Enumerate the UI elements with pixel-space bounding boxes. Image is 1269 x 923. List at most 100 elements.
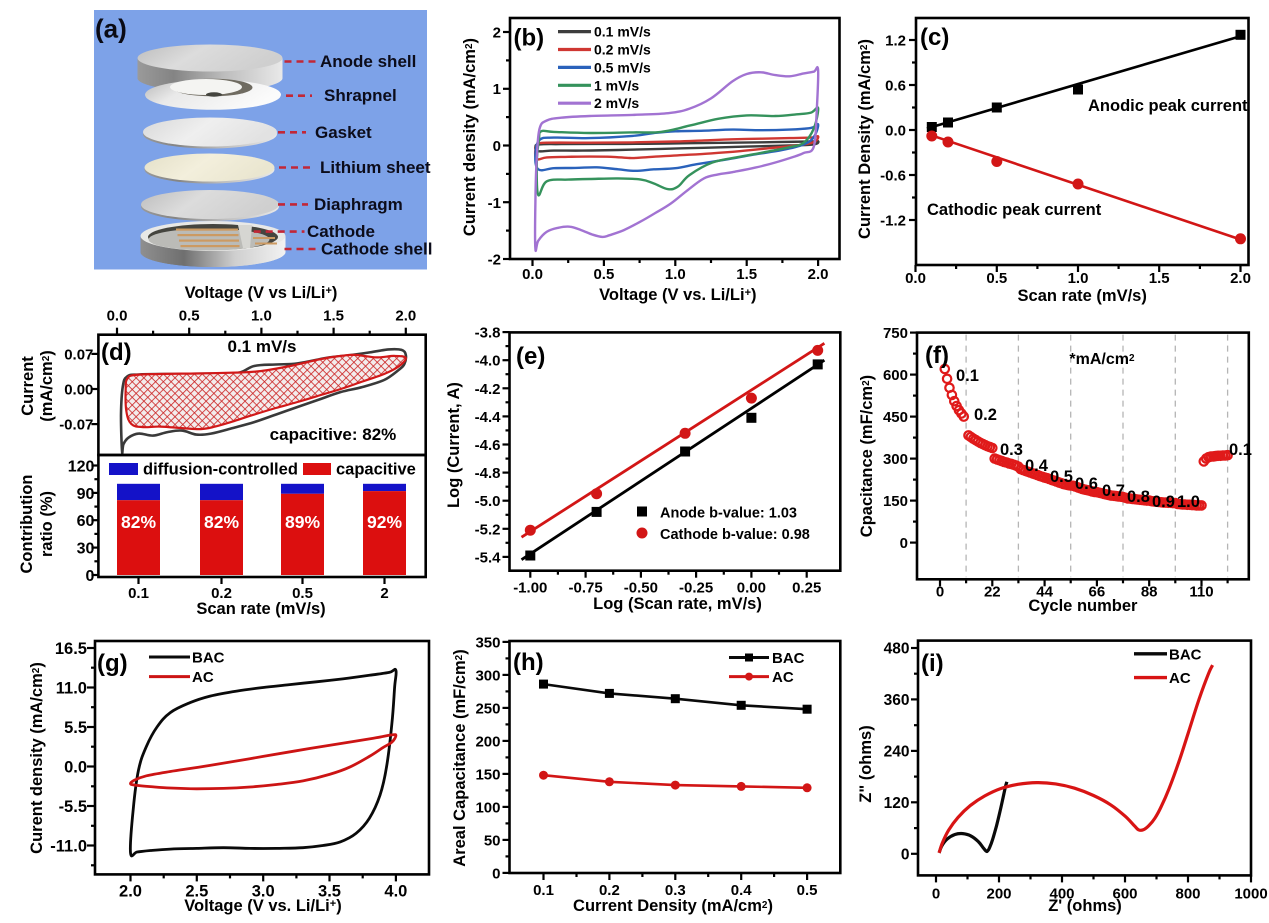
svg-text:Current Density (mA/cm2): Current Density (mA/cm2) xyxy=(856,39,874,239)
svg-text:1.5: 1.5 xyxy=(323,308,344,325)
svg-text:0.2: 0.2 xyxy=(974,406,997,424)
svg-text:0.6: 0.6 xyxy=(1075,475,1098,493)
svg-text:44: 44 xyxy=(1036,583,1053,600)
svg-text:0.5: 0.5 xyxy=(593,266,614,283)
svg-text:-5.4: -5.4 xyxy=(475,549,502,566)
svg-text:-1: -1 xyxy=(488,195,501,212)
svg-text:0: 0 xyxy=(901,846,910,863)
svg-text:50: 50 xyxy=(484,832,501,849)
svg-text:11.0: 11.0 xyxy=(56,680,87,698)
svg-text:AC: AC xyxy=(192,669,214,686)
svg-text:600: 600 xyxy=(883,367,908,384)
svg-text:Current Density (mA/cm2): Current Density (mA/cm2) xyxy=(573,897,773,915)
svg-text:1.5: 1.5 xyxy=(736,266,757,283)
svg-text:Voltage (V vs Li/Li+): Voltage (V vs Li/Li+) xyxy=(185,284,338,302)
svg-text:0.1: 0.1 xyxy=(956,367,979,385)
svg-text:0: 0 xyxy=(493,138,501,155)
svg-text:(b): (b) xyxy=(514,25,545,52)
svg-text:-4.2: -4.2 xyxy=(475,381,501,398)
svg-text:Voltage (V vs. Li/Li+): Voltage (V vs. Li/Li+) xyxy=(184,897,341,915)
svg-text:60: 60 xyxy=(77,513,95,530)
svg-text:3.0: 3.0 xyxy=(252,882,275,900)
svg-text:0.5: 0.5 xyxy=(292,585,313,602)
svg-text:0.1 mV/s: 0.1 mV/s xyxy=(228,337,297,356)
svg-text:(h): (h) xyxy=(513,649,544,676)
svg-text:(mA/cm2): (mA/cm2) xyxy=(38,350,56,422)
svg-text:Cathode: Cathode xyxy=(307,222,375,241)
svg-text:-4.0: -4.0 xyxy=(475,353,501,370)
svg-text:240: 240 xyxy=(884,743,910,760)
svg-text:0.2 mV/s: 0.2 mV/s xyxy=(594,42,651,58)
svg-text:400: 400 xyxy=(1049,885,1074,902)
svg-text:0: 0 xyxy=(900,535,908,552)
svg-text:0.1: 0.1 xyxy=(533,882,554,899)
svg-text:Scan rate (mV/s): Scan rate (mV/s) xyxy=(196,600,325,618)
svg-text:5.5: 5.5 xyxy=(64,719,87,737)
svg-text:0.0: 0.0 xyxy=(885,123,906,140)
svg-text:0.2: 0.2 xyxy=(599,882,620,899)
svg-text:0.4: 0.4 xyxy=(731,882,753,899)
svg-text:2: 2 xyxy=(493,25,501,42)
svg-text:Anode shell: Anode shell xyxy=(320,52,416,71)
svg-text:Z' (ohms): Z' (ohms) xyxy=(1048,897,1122,915)
svg-text:100: 100 xyxy=(475,799,500,816)
svg-text:0.8: 0.8 xyxy=(1127,488,1150,506)
svg-text:-2: -2 xyxy=(488,252,501,269)
svg-text:Areal Capacitance (mF/cm2): Areal Capacitance (mF/cm2) xyxy=(451,649,469,866)
svg-text:0.9: 0.9 xyxy=(1152,493,1175,511)
svg-text:0: 0 xyxy=(932,885,940,902)
svg-text:Log (Current, A): Log (Current, A) xyxy=(445,382,463,508)
svg-text:300: 300 xyxy=(883,451,908,468)
svg-text:1.2: 1.2 xyxy=(885,33,906,50)
svg-text:0.7: 0.7 xyxy=(1102,482,1125,500)
svg-text:Cycle number: Cycle number xyxy=(1028,597,1138,615)
svg-text:-4.6: -4.6 xyxy=(475,437,501,454)
svg-text:88: 88 xyxy=(1141,583,1158,600)
svg-text:-0.07: -0.07 xyxy=(59,417,93,434)
svg-text:-0.50: -0.50 xyxy=(624,580,658,597)
svg-text:(c): (c) xyxy=(920,24,949,51)
svg-text:Log (Scan rate, mV/s): Log (Scan rate, mV/s) xyxy=(593,595,762,613)
svg-text:350: 350 xyxy=(475,634,500,651)
svg-text:89%: 89% xyxy=(285,512,320,532)
svg-text:BAC: BAC xyxy=(772,650,805,667)
svg-text:-5.5: -5.5 xyxy=(59,798,87,816)
svg-text:BAC: BAC xyxy=(192,650,225,667)
svg-text:Cpacitance (mF/cm2): Cpacitance (mF/cm2) xyxy=(858,375,876,537)
svg-text:0.5: 0.5 xyxy=(179,308,200,325)
svg-text:800: 800 xyxy=(1175,885,1200,902)
svg-text:0: 0 xyxy=(936,583,944,600)
svg-text:-0.75: -0.75 xyxy=(568,580,602,597)
svg-text:3.5: 3.5 xyxy=(318,882,341,900)
svg-text:1 mV/s: 1 mV/s xyxy=(594,77,639,93)
svg-text:1.0: 1.0 xyxy=(665,266,686,283)
svg-text:150: 150 xyxy=(883,493,908,510)
svg-text:-11.0: -11.0 xyxy=(50,838,87,856)
svg-text:0.07: 0.07 xyxy=(64,346,93,363)
svg-text:30: 30 xyxy=(77,541,95,558)
svg-text:(e): (e) xyxy=(516,343,545,370)
svg-text:-5.0: -5.0 xyxy=(475,493,501,510)
svg-text:0.00: 0.00 xyxy=(64,382,93,399)
svg-text:-3.8: -3.8 xyxy=(475,325,501,342)
svg-text:0.0: 0.0 xyxy=(905,270,926,287)
svg-text:(g): (g) xyxy=(97,650,128,677)
svg-text:-0.25: -0.25 xyxy=(679,580,713,597)
svg-text:0: 0 xyxy=(492,865,500,882)
svg-text:92%: 92% xyxy=(367,512,402,532)
svg-text:2.0: 2.0 xyxy=(1230,270,1251,287)
svg-text:480: 480 xyxy=(884,641,910,658)
svg-text:Lithium sheet: Lithium sheet xyxy=(320,158,431,177)
svg-text:Shrapnel: Shrapnel xyxy=(324,86,397,105)
svg-text:-5.2: -5.2 xyxy=(475,521,501,538)
svg-text:82%: 82% xyxy=(121,512,156,532)
svg-text:0.25: 0.25 xyxy=(792,580,821,597)
svg-text:-0.6: -0.6 xyxy=(880,168,906,185)
svg-text:ratio (%): ratio (%) xyxy=(38,491,56,557)
svg-text:0.1: 0.1 xyxy=(1229,441,1252,459)
svg-text:0.00: 0.00 xyxy=(737,580,766,597)
svg-text:(d): (d) xyxy=(101,339,132,366)
svg-text:66: 66 xyxy=(1089,583,1106,600)
svg-text:250: 250 xyxy=(475,700,500,717)
svg-text:1.5: 1.5 xyxy=(1149,270,1170,287)
